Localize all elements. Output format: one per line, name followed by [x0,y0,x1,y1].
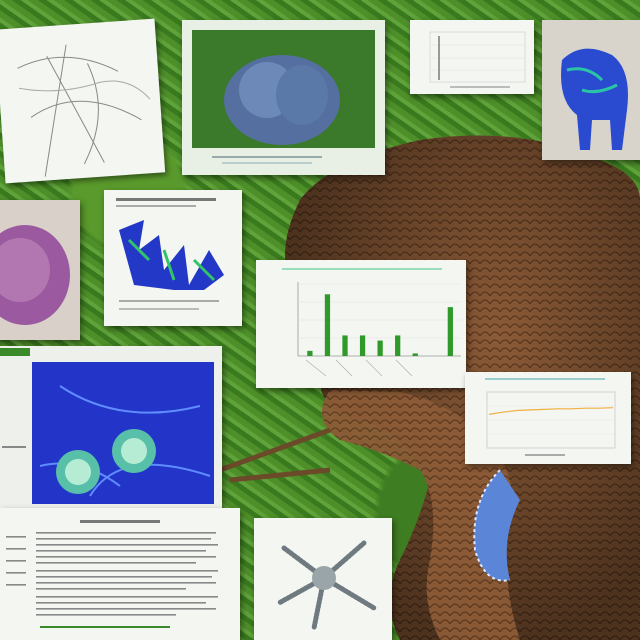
line-series [488,407,614,415]
tree-branch [219,427,331,483]
bar [412,353,418,356]
bar-chart [282,268,461,377]
bar [359,335,366,356]
bar [377,340,383,356]
coral-sketch [276,540,377,631]
small-chart [429,31,526,88]
text-document-card [0,508,240,640]
line-chart-card [465,372,631,464]
line-chart [485,378,616,456]
bar [447,307,453,356]
bar [324,294,331,356]
purple-organ-card [0,200,80,340]
cell-image [0,348,214,504]
purple-organ [0,225,70,325]
bar [307,350,313,356]
sketch-card [0,18,166,184]
bar [395,335,401,356]
small-chart-card [410,20,534,94]
bar [342,335,348,356]
blue-creature [561,48,628,150]
brain-photo [192,30,375,164]
bar-chart-card [256,260,466,388]
document-lines [6,520,218,628]
blue-figure [116,198,224,310]
brain-photo-card [182,20,385,175]
blue-figure-card [104,190,242,326]
blue-creature-card [542,20,640,160]
sketch-drawing [17,44,151,177]
cell-image-card [0,346,222,508]
coral-sketch-card [254,518,392,640]
